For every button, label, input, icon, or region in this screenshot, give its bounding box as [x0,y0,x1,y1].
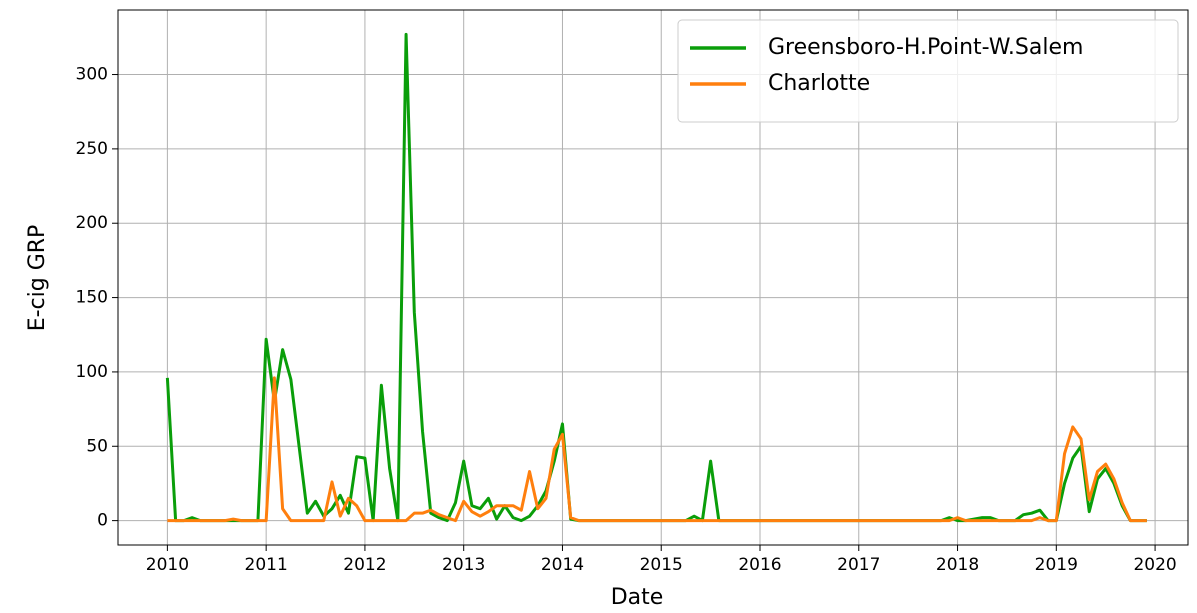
y-tick-label: 50 [86,436,108,456]
y-tick-label: 0 [97,511,108,531]
x-tick-label: 2020 [1133,555,1176,575]
x-tick-label: 2017 [837,555,880,575]
plot-frame [117,9,1189,546]
legend-label: Charlotte [768,71,870,96]
y-tick-label: 150 [76,288,108,308]
x-tick-label: 2015 [640,555,683,575]
legend-label: Greensboro-H.Point-W.Salem [768,35,1083,60]
y-tick-label: 250 [76,139,108,159]
series-line [167,376,1147,523]
legend-box [677,19,1179,123]
x-tick-label: 2013 [442,555,485,575]
x-tick-label: 2014 [541,555,584,575]
y-axis-label: E-cig GRP [25,225,50,332]
x-tick-label: 2011 [245,555,288,575]
x-tick-label: 2018 [936,555,979,575]
legend: Greensboro-H.Point-W.Salem Charlotte [677,19,1179,123]
y-tick-label: 200 [76,213,108,233]
x-tick-label: 2019 [1035,555,1078,575]
y-tick-label: 300 [76,65,108,85]
x-tick-label: 2016 [738,555,781,575]
y-tick-label: 100 [76,362,108,382]
x-axis-label: Date [611,585,664,610]
x-tick-label: 2010 [146,555,189,575]
x-tick-label: 2012 [343,555,386,575]
